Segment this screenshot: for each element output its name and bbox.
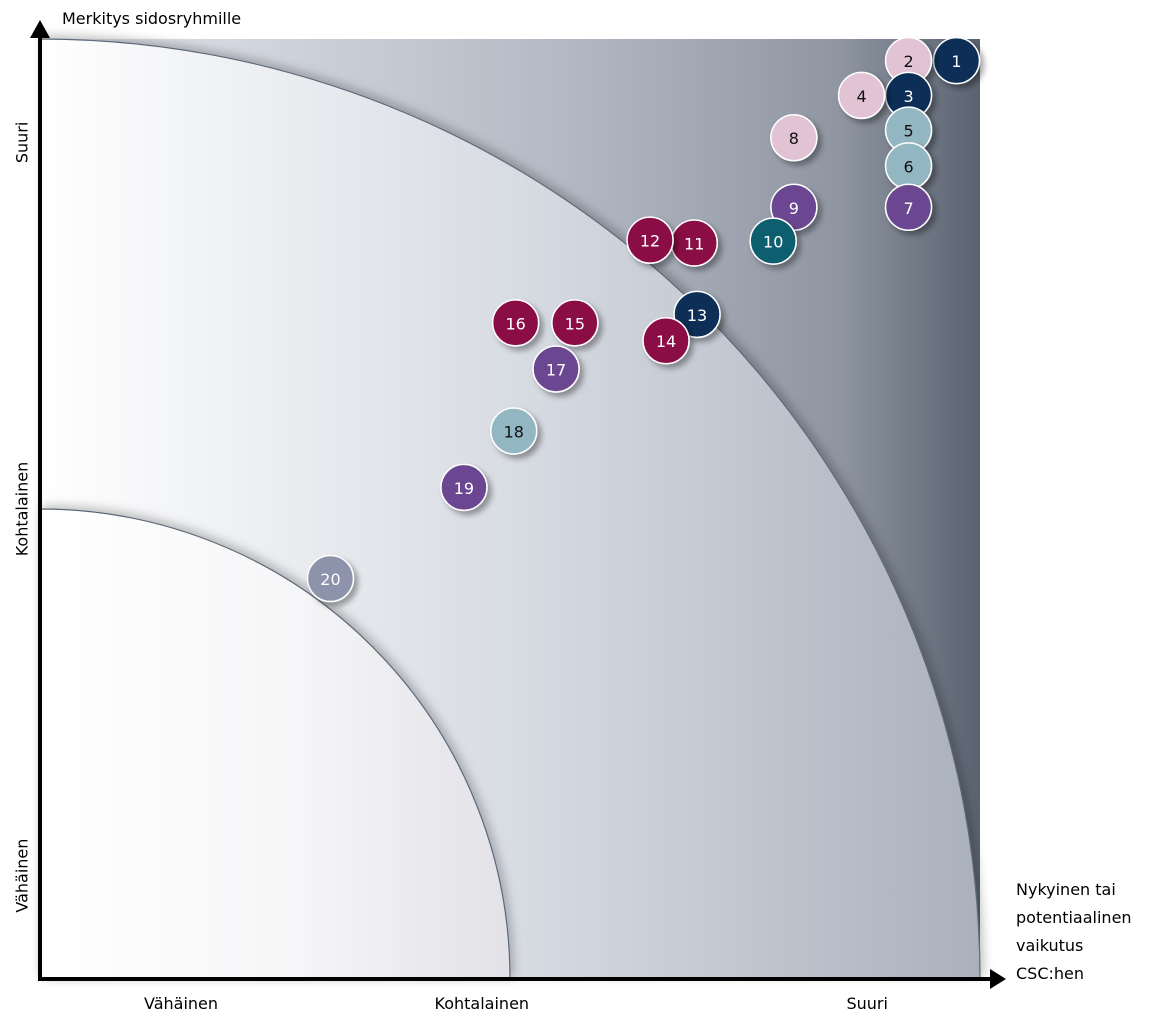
data-point-marker — [440, 463, 488, 512]
data-point-label: 11 — [684, 234, 704, 253]
data-point-label: 8 — [789, 129, 799, 148]
data-point: 20 — [306, 554, 355, 603]
x-tick-labels: Vähäinen Kohtalainen Suuri — [144, 994, 888, 1013]
data-point-label: 3 — [903, 87, 913, 106]
data-point-label: 19 — [454, 479, 474, 498]
data-point-label: 18 — [504, 422, 524, 441]
data-point: 4 — [837, 71, 886, 120]
data-point-marker — [749, 217, 797, 265]
data-point: 12 — [626, 216, 674, 264]
data-point: 15 — [551, 299, 599, 347]
data-point-label: 16 — [505, 314, 525, 333]
data-point-marker — [884, 183, 933, 232]
zone-vahainen — [39, 508, 511, 980]
data-point-marker — [551, 299, 599, 347]
data-point: 16 — [491, 299, 540, 347]
data-point-marker — [491, 299, 540, 347]
data-point-marker — [673, 290, 721, 339]
data-point-label: 12 — [640, 232, 660, 251]
data-point-marker — [490, 407, 538, 455]
x-axis-arrow-icon — [990, 969, 1006, 989]
x-tick-label: Suuri — [846, 994, 887, 1013]
data-point: 5 — [884, 106, 933, 154]
data-point-label: 10 — [763, 233, 783, 252]
data-point-label: 6 — [903, 157, 913, 176]
y-axis-title: Merkitys sidosryhmille — [62, 9, 241, 28]
data-point: 3 — [884, 71, 933, 120]
data-point-label: 15 — [565, 314, 585, 333]
data-point: 7 — [884, 183, 933, 232]
data-point: 1 — [932, 36, 981, 85]
data-point-marker — [932, 36, 981, 85]
data-point: 19 — [440, 463, 488, 512]
y-tick-labels: Vähäinen Kohtalainen Suuri — [13, 122, 32, 913]
data-point: 17 — [532, 345, 580, 393]
data-point-label: 17 — [546, 360, 566, 379]
data-point-marker — [306, 554, 355, 603]
data-point: 14 — [642, 316, 690, 365]
x-tick-label: Vähäinen — [144, 994, 218, 1013]
data-point: 10 — [749, 217, 797, 265]
data-point-label: 5 — [903, 122, 913, 141]
data-point-label: 9 — [789, 199, 799, 218]
data-point-label: 14 — [656, 332, 676, 351]
data-point: 8 — [770, 113, 818, 162]
x-tick-label: Kohtalainen — [435, 994, 530, 1013]
data-point-marker — [642, 316, 690, 365]
data-point-label: 2 — [903, 52, 913, 71]
data-point-marker — [532, 345, 580, 393]
y-tick-label: Suuri — [13, 122, 32, 163]
data-point-label: 20 — [320, 570, 340, 589]
data-point-label: 13 — [687, 306, 707, 325]
axes — [30, 20, 1006, 989]
data-point-marker — [770, 113, 818, 162]
data-point: 18 — [490, 407, 538, 455]
data-point: 13 — [673, 290, 721, 339]
data-point-label: 1 — [951, 52, 961, 71]
data-point-label: 7 — [903, 199, 913, 218]
x-axis-title: Nykyinen tai potentiaalinen vaikutus CSC:he… — [1016, 880, 1132, 983]
data-point-marker — [626, 216, 674, 264]
y-tick-label: Kohtalainen — [13, 462, 32, 557]
data-point-marker — [837, 71, 886, 120]
y-tick-label: Vähäinen — [13, 839, 32, 913]
y-axis-arrow-icon — [30, 20, 50, 38]
data-point-label: 4 — [856, 87, 866, 106]
data-point: 11 — [670, 219, 718, 267]
data-point: 6 — [884, 142, 933, 190]
